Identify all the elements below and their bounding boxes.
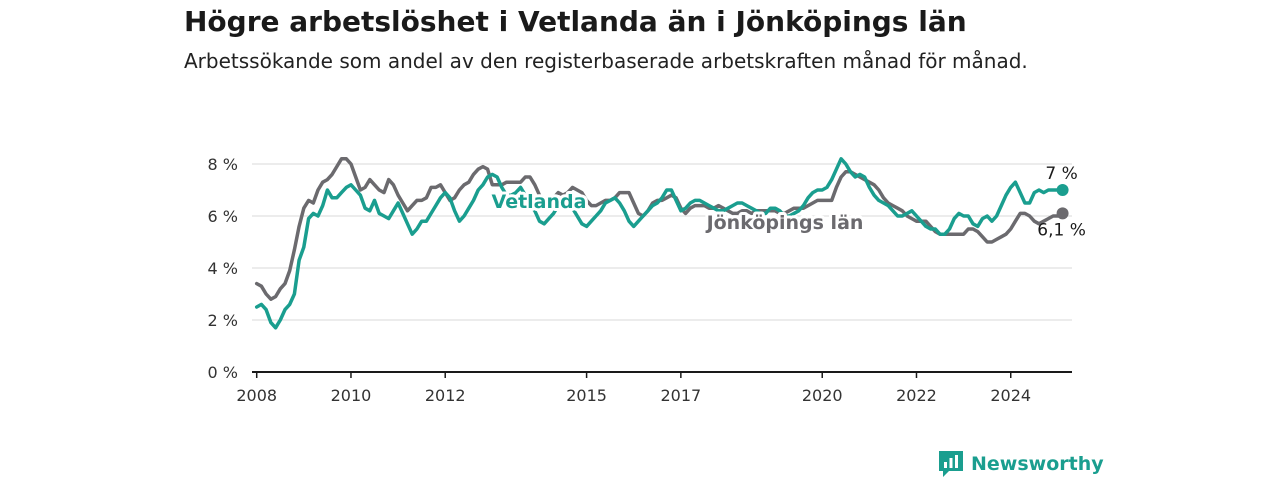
brand-name: Newsworthy <box>971 453 1104 475</box>
gridlines <box>252 163 1072 373</box>
series-lines <box>254 157 1069 330</box>
series-label-vetlanda: Vetlanda <box>492 191 587 213</box>
x-tick-label: 2010 <box>331 386 372 405</box>
series-line-jonkopings-lan <box>254 157 1065 301</box>
y-tick-label: 8 % <box>208 155 238 174</box>
x-tick-label: 2008 <box>236 386 277 405</box>
x-tick-label: 2017 <box>660 386 701 405</box>
newsworthy-brand: Newsworthy <box>937 449 1104 479</box>
chart-subtitle: Arbetssökande som andel av den registerb… <box>184 49 1028 73</box>
series-end-point <box>1056 184 1069 196</box>
x-tick-label: 2022 <box>896 386 937 405</box>
y-tick-label: 2 % <box>208 311 238 330</box>
series-line-vetlanda <box>254 157 1065 330</box>
x-tick-label: 2020 <box>802 386 843 405</box>
series-labels: 7 % 6,1 % Vetlanda Jönköpings län <box>489 164 1086 240</box>
x-tick-label: 2012 <box>425 386 466 405</box>
end-label-vetlanda: 7 % <box>1045 164 1077 184</box>
x-axis-labels: 2008 2010 2012 2015 2017 2020 2022 2024 <box>236 372 1031 405</box>
x-tick-label: 2024 <box>990 386 1031 405</box>
y-axis-labels: 0 % 2 % 4 % 6 % 8 % <box>208 155 238 382</box>
chart-title: Högre arbetslöshet i Vetlanda än i Jönkö… <box>184 5 967 38</box>
newsworthy-logo-icon <box>939 451 963 477</box>
end-label-jonkopings-lan: 6,1 % <box>1037 220 1086 240</box>
x-tick-label: 2015 <box>566 386 607 405</box>
series-label-jonkopings-lan: Jönköpings län <box>705 212 864 234</box>
y-tick-label: 4 % <box>208 259 238 278</box>
y-tick-label: 6 % <box>208 207 238 226</box>
series-end-point <box>1056 207 1069 220</box>
y-tick-label: 0 % <box>208 363 238 382</box>
